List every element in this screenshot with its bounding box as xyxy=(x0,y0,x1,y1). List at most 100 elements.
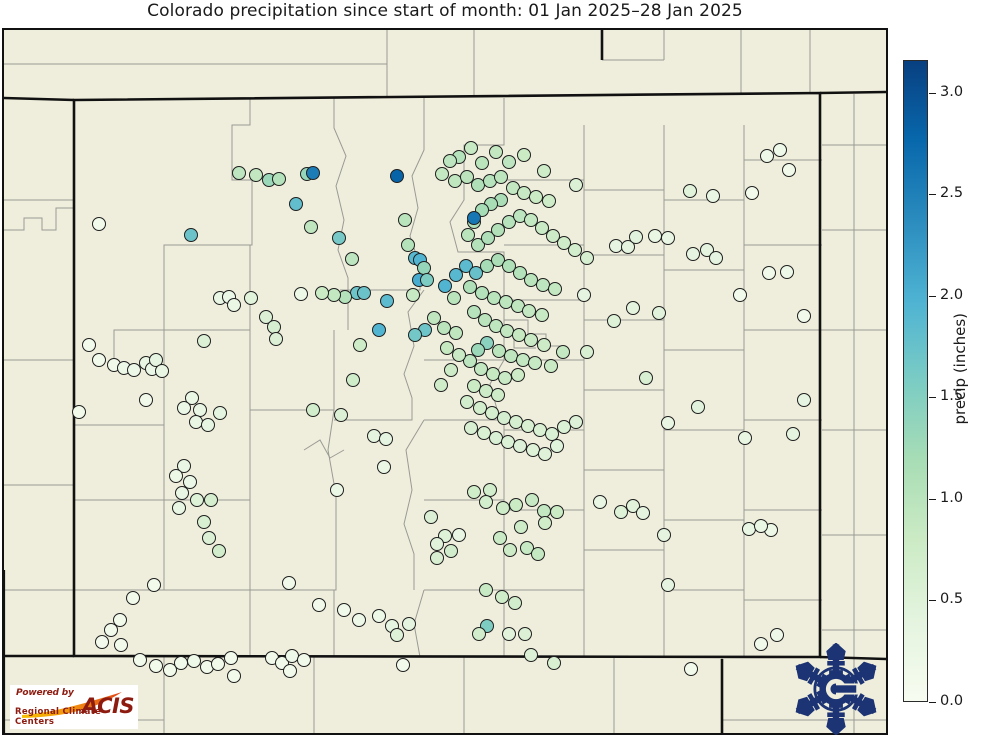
station-marker[interactable] xyxy=(509,498,523,512)
station-marker[interactable] xyxy=(163,663,177,677)
station-marker[interactable] xyxy=(224,651,238,665)
station-marker[interactable] xyxy=(377,460,391,474)
station-marker[interactable] xyxy=(489,145,503,159)
station-marker[interactable] xyxy=(528,356,542,370)
station-marker[interactable] xyxy=(183,475,197,489)
station-marker[interactable] xyxy=(661,231,675,245)
station-marker[interactable] xyxy=(460,170,474,184)
station-marker[interactable] xyxy=(114,638,128,652)
station-marker[interactable] xyxy=(770,628,784,642)
station-marker[interactable] xyxy=(95,635,109,649)
station-marker[interactable] xyxy=(550,505,564,519)
station-marker[interactable] xyxy=(315,286,329,300)
station-marker[interactable] xyxy=(639,371,653,385)
station-marker[interactable] xyxy=(636,506,650,520)
station-marker[interactable] xyxy=(185,391,199,405)
station-marker[interactable] xyxy=(430,537,444,551)
station-marker[interactable] xyxy=(535,221,549,235)
station-marker[interactable] xyxy=(471,343,485,357)
station-marker[interactable] xyxy=(542,194,556,208)
station-marker[interactable] xyxy=(706,189,720,203)
station-marker[interactable] xyxy=(147,578,161,592)
station-marker[interactable] xyxy=(518,627,532,641)
station-marker[interactable] xyxy=(502,627,516,641)
station-marker[interactable] xyxy=(614,505,628,519)
station-marker[interactable] xyxy=(82,338,96,352)
map-panel[interactable]: Powered by ACIS Regional Climate Centers xyxy=(2,28,888,735)
station-marker[interactable] xyxy=(190,493,204,507)
station-marker[interactable] xyxy=(733,288,747,302)
station-marker[interactable] xyxy=(227,669,241,683)
station-marker[interactable] xyxy=(197,515,211,529)
station-marker[interactable] xyxy=(447,291,461,305)
station-marker[interactable] xyxy=(464,141,478,155)
station-marker[interactable] xyxy=(780,265,794,279)
station-marker[interactable] xyxy=(467,485,481,499)
station-marker[interactable] xyxy=(306,166,320,180)
station-marker[interactable] xyxy=(155,364,169,378)
station-marker[interactable] xyxy=(126,591,140,605)
station-marker[interactable] xyxy=(211,657,225,671)
station-marker[interactable] xyxy=(548,282,562,296)
station-marker[interactable] xyxy=(204,493,218,507)
station-marker[interactable] xyxy=(352,613,366,627)
station-marker[interactable] xyxy=(449,268,463,282)
station-marker[interactable] xyxy=(92,353,106,367)
station-marker[interactable] xyxy=(479,583,493,597)
station-marker[interactable] xyxy=(569,178,583,192)
station-marker[interactable] xyxy=(443,154,457,168)
station-marker[interactable] xyxy=(503,543,517,557)
station-marker[interactable] xyxy=(406,288,420,302)
station-marker[interactable] xyxy=(754,637,768,651)
station-marker[interactable] xyxy=(580,345,594,359)
station-marker[interactable] xyxy=(661,578,675,592)
station-marker[interactable] xyxy=(269,332,283,346)
station-marker[interactable] xyxy=(390,628,404,642)
station-marker[interactable] xyxy=(517,148,531,162)
station-marker[interactable] xyxy=(547,656,561,670)
station-marker[interactable] xyxy=(461,228,475,242)
station-marker[interactable] xyxy=(531,547,545,561)
station-marker[interactable] xyxy=(294,287,308,301)
station-marker[interactable] xyxy=(327,288,341,302)
station-marker[interactable] xyxy=(469,266,483,280)
station-marker[interactable] xyxy=(491,388,505,402)
station-marker[interactable] xyxy=(444,544,458,558)
station-marker[interactable] xyxy=(139,393,153,407)
station-marker[interactable] xyxy=(244,291,258,305)
station-marker[interactable] xyxy=(127,363,141,377)
station-marker[interactable] xyxy=(648,229,662,243)
station-marker[interactable] xyxy=(524,213,538,227)
station-marker[interactable] xyxy=(556,345,570,359)
station-marker[interactable] xyxy=(481,231,495,245)
station-marker[interactable] xyxy=(133,653,147,667)
station-marker[interactable] xyxy=(544,359,558,373)
station-marker[interactable] xyxy=(372,609,386,623)
station-marker[interactable] xyxy=(652,306,666,320)
station-marker[interactable] xyxy=(683,184,697,198)
station-marker[interactable] xyxy=(514,520,528,534)
station-marker[interactable] xyxy=(372,323,386,337)
station-marker[interactable] xyxy=(396,658,410,672)
station-marker[interactable] xyxy=(691,400,705,414)
station-marker[interactable] xyxy=(435,167,449,181)
station-marker[interactable] xyxy=(684,662,698,676)
station-marker[interactable] xyxy=(479,495,493,509)
station-marker[interactable] xyxy=(797,309,811,323)
station-marker[interactable] xyxy=(272,172,286,186)
station-marker[interactable] xyxy=(337,603,351,617)
station-marker[interactable] xyxy=(212,544,226,558)
station-marker[interactable] xyxy=(524,648,538,662)
station-marker[interactable] xyxy=(502,155,516,169)
station-marker[interactable] xyxy=(535,308,549,322)
station-marker[interactable] xyxy=(452,348,466,362)
station-marker[interactable] xyxy=(172,501,186,515)
station-marker[interactable] xyxy=(773,143,787,157)
station-marker[interactable] xyxy=(508,596,522,610)
station-marker[interactable] xyxy=(467,211,481,225)
station-marker[interactable] xyxy=(661,416,675,430)
station-marker[interactable] xyxy=(475,156,489,170)
station-marker[interactable] xyxy=(522,304,536,318)
station-marker[interactable] xyxy=(282,576,296,590)
station-marker[interactable] xyxy=(657,528,671,542)
